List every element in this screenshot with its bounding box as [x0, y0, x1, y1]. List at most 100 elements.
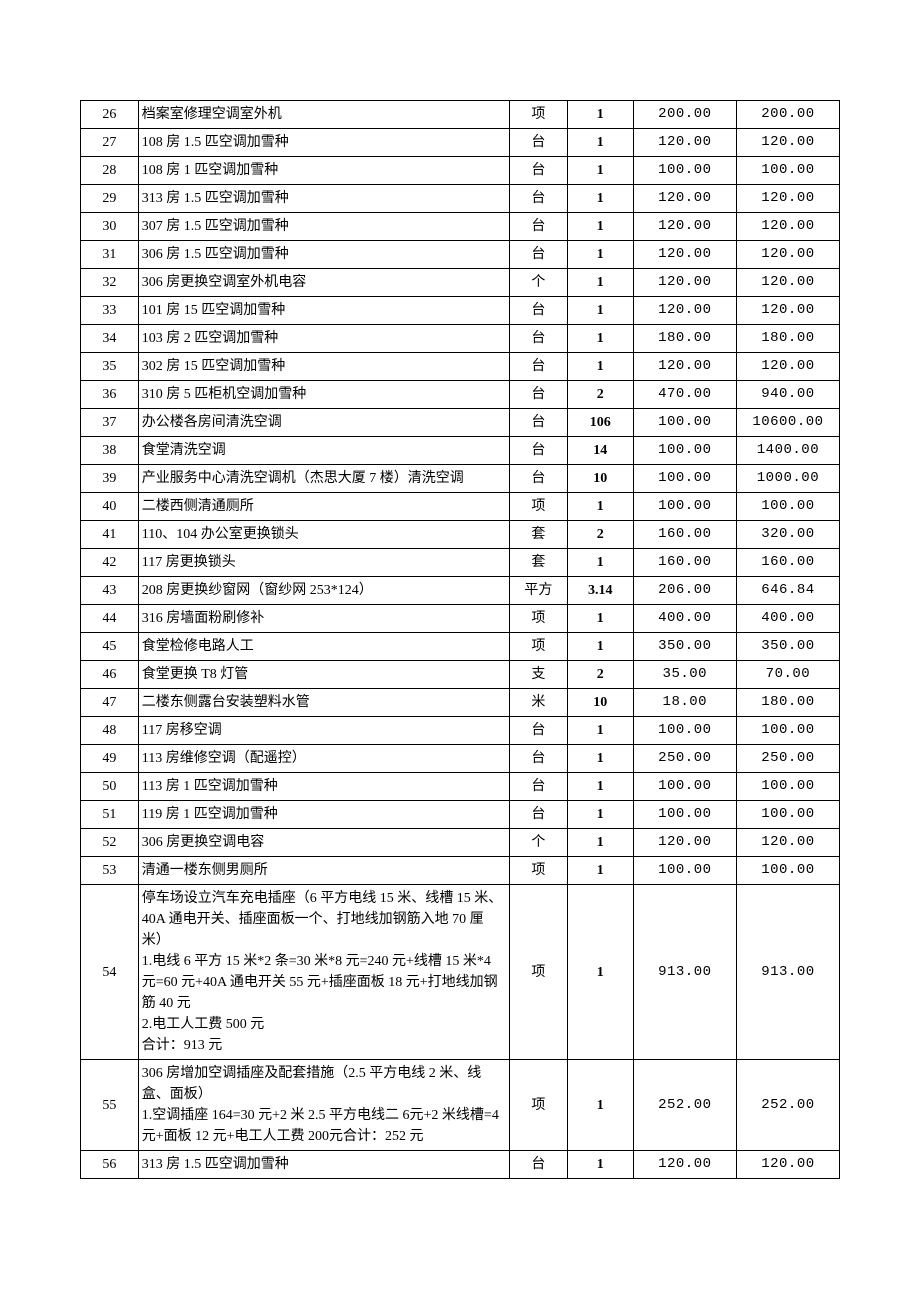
cell-price: 120.00: [633, 269, 736, 297]
cell-desc: 食堂检修电路人工: [138, 633, 509, 661]
cell-price: 100.00: [633, 493, 736, 521]
cell-idx: 31: [81, 241, 139, 269]
cell-unit: 项: [510, 493, 568, 521]
cell-unit: 台: [510, 353, 568, 381]
cell-qty: 1: [567, 493, 633, 521]
cell-price: 100.00: [633, 717, 736, 745]
cell-price: 120.00: [633, 241, 736, 269]
table-row: 32306 房更换空调室外机电容个1120.00120.00: [81, 269, 840, 297]
cell-idx: 43: [81, 577, 139, 605]
cell-idx: 39: [81, 465, 139, 493]
cell-unit: 个: [510, 829, 568, 857]
cell-desc: 101 房 15 匹空调加雪种: [138, 297, 509, 325]
cell-unit: 台: [510, 437, 568, 465]
cell-qty: 2: [567, 661, 633, 689]
table-row: 49113 房维修空调（配遥控）台1250.00250.00: [81, 745, 840, 773]
cell-desc: 108 房 1 匹空调加雪种: [138, 157, 509, 185]
table-row: 38食堂清洗空调台14100.001400.00: [81, 437, 840, 465]
cell-desc: 306 房更换空调室外机电容: [138, 269, 509, 297]
table-row: 50113 房 1 匹空调加雪种台1100.00100.00: [81, 773, 840, 801]
cell-total: 200.00: [736, 101, 839, 129]
cell-idx: 44: [81, 605, 139, 633]
cell-idx: 30: [81, 213, 139, 241]
cell-qty: 1: [567, 213, 633, 241]
cell-total: 913.00: [736, 885, 839, 1060]
cell-unit: 台: [510, 157, 568, 185]
cell-price: 200.00: [633, 101, 736, 129]
cell-unit: 台: [510, 381, 568, 409]
cell-desc: 108 房 1.5 匹空调加雪种: [138, 129, 509, 157]
cell-total: 100.00: [736, 801, 839, 829]
cell-qty: 1: [567, 129, 633, 157]
cell-qty: 1: [567, 745, 633, 773]
cell-idx: 53: [81, 857, 139, 885]
cell-price: 100.00: [633, 437, 736, 465]
cell-idx: 32: [81, 269, 139, 297]
cell-unit: 台: [510, 185, 568, 213]
cell-desc: 117 房移空调: [138, 717, 509, 745]
cell-desc: 208 房更换纱窗网（窗纱网 253*124）: [138, 577, 509, 605]
cell-qty: 1: [567, 157, 633, 185]
cell-price: 100.00: [633, 857, 736, 885]
cell-idx: 41: [81, 521, 139, 549]
cell-total: 320.00: [736, 521, 839, 549]
table-row: 31306 房 1.5 匹空调加雪种台1120.00120.00: [81, 241, 840, 269]
table-row: 47二楼东侧露台安装塑料水管米1018.00180.00: [81, 689, 840, 717]
cell-qty: 1: [567, 549, 633, 577]
table-row: 28108 房 1 匹空调加雪种台1100.00100.00: [81, 157, 840, 185]
cell-unit: 台: [510, 773, 568, 801]
cell-total: 100.00: [736, 773, 839, 801]
cell-qty: 3.14: [567, 577, 633, 605]
cell-total: 100.00: [736, 493, 839, 521]
table-row: 52306 房更换空调电容个1120.00120.00: [81, 829, 840, 857]
cell-desc: 306 房增加空调插座及配套措施（2.5 平方电线 2 米、线盒、面板） 1.空…: [138, 1060, 509, 1151]
cell-unit: 项: [510, 605, 568, 633]
cell-desc: 306 房更换空调电容: [138, 829, 509, 857]
cell-qty: 10: [567, 689, 633, 717]
table-row: 37办公楼各房间清洗空调台106100.0010600.00: [81, 409, 840, 437]
cell-unit: 支: [510, 661, 568, 689]
table-row: 35302 房 15 匹空调加雪种台1120.00120.00: [81, 353, 840, 381]
cell-idx: 52: [81, 829, 139, 857]
table-row: 40二楼西侧清通厕所项1100.00100.00: [81, 493, 840, 521]
cell-unit: 项: [510, 101, 568, 129]
cell-unit: 台: [510, 745, 568, 773]
cell-qty: 1: [567, 885, 633, 1060]
table-row: 56313 房 1.5 匹空调加雪种台1120.00120.00: [81, 1151, 840, 1179]
cell-unit: 台: [510, 465, 568, 493]
cell-desc: 清通一楼东侧男厕所: [138, 857, 509, 885]
cell-qty: 1: [567, 773, 633, 801]
cell-idx: 33: [81, 297, 139, 325]
cell-unit: 台: [510, 409, 568, 437]
maintenance-table: 26档案室修理空调室外机项1200.00200.0027108 房 1.5 匹空…: [80, 100, 840, 1179]
cell-total: 120.00: [736, 1151, 839, 1179]
cell-total: 100.00: [736, 157, 839, 185]
cell-desc: 食堂更换 T8 灯管: [138, 661, 509, 689]
cell-total: 120.00: [736, 213, 839, 241]
cell-total: 1000.00: [736, 465, 839, 493]
cell-total: 180.00: [736, 689, 839, 717]
cell-unit: 台: [510, 325, 568, 353]
cell-price: 120.00: [633, 353, 736, 381]
cell-idx: 55: [81, 1060, 139, 1151]
cell-idx: 47: [81, 689, 139, 717]
cell-price: 35.00: [633, 661, 736, 689]
cell-idx: 50: [81, 773, 139, 801]
cell-qty: 1: [567, 633, 633, 661]
cell-qty: 1: [567, 353, 633, 381]
table-row: 51119 房 1 匹空调加雪种台1100.00100.00: [81, 801, 840, 829]
cell-qty: 14: [567, 437, 633, 465]
cell-qty: 1: [567, 1151, 633, 1179]
cell-desc: 316 房墙面粉刷修补: [138, 605, 509, 633]
cell-idx: 38: [81, 437, 139, 465]
cell-idx: 26: [81, 101, 139, 129]
cell-price: 470.00: [633, 381, 736, 409]
table-row: 44316 房墙面粉刷修补项1400.00400.00: [81, 605, 840, 633]
table-row: 43208 房更换纱窗网（窗纱网 253*124）平方3.14206.00646…: [81, 577, 840, 605]
cell-price: 252.00: [633, 1060, 736, 1151]
cell-desc: 办公楼各房间清洗空调: [138, 409, 509, 437]
cell-unit: 项: [510, 885, 568, 1060]
cell-price: 206.00: [633, 577, 736, 605]
cell-desc: 食堂清洗空调: [138, 437, 509, 465]
cell-idx: 29: [81, 185, 139, 213]
